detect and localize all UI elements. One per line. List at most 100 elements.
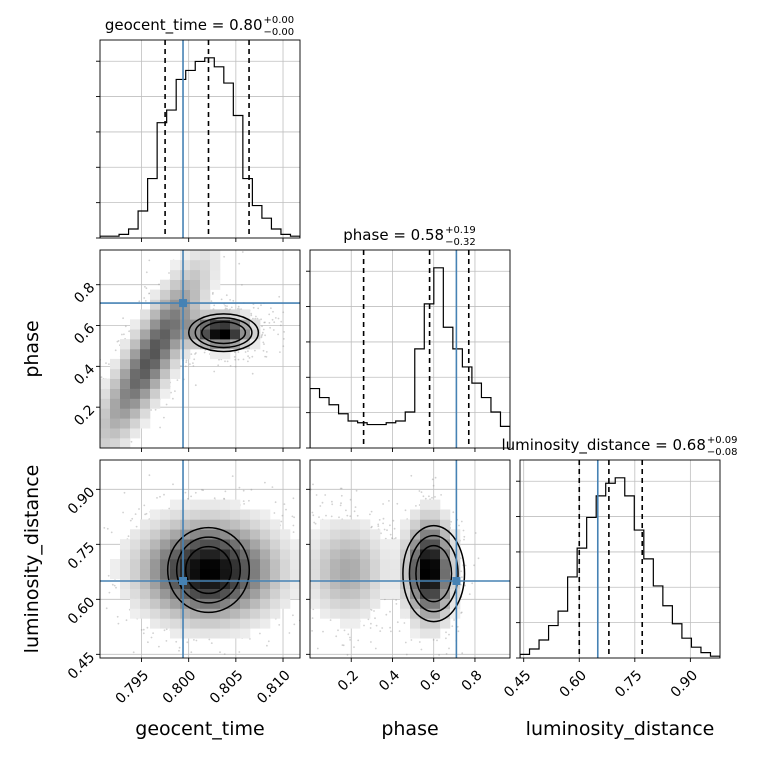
sample-point xyxy=(445,653,448,655)
density-cell xyxy=(170,509,181,520)
density-cell xyxy=(160,319,171,330)
density-cell xyxy=(160,349,171,360)
sample-point xyxy=(100,376,103,379)
density-cell xyxy=(240,628,251,639)
density-cell xyxy=(420,539,431,550)
density-cell xyxy=(330,519,341,530)
sample-point xyxy=(281,514,284,517)
sample-point xyxy=(230,306,233,309)
density-cell xyxy=(350,559,361,570)
density-cell xyxy=(180,549,191,560)
panel-geocent_time-geocent_time xyxy=(96,39,301,242)
sample-point xyxy=(379,630,382,632)
density-cell xyxy=(170,598,181,609)
sample-point xyxy=(174,390,176,392)
sample-point xyxy=(154,408,157,411)
density-cell xyxy=(160,608,171,619)
density-cell xyxy=(190,509,201,520)
density-cell xyxy=(200,259,211,271)
density-cell xyxy=(190,319,201,330)
sample-point xyxy=(373,610,375,612)
density-cell xyxy=(110,559,121,570)
density-cell xyxy=(230,329,241,340)
sample-point xyxy=(382,517,385,520)
density-cell xyxy=(250,608,261,619)
density-cell xyxy=(160,539,171,550)
sample-point xyxy=(194,384,197,387)
density-cell xyxy=(180,250,191,261)
density-cell xyxy=(240,309,251,320)
density-cell xyxy=(220,578,231,589)
density-cell xyxy=(320,529,331,540)
density-cell xyxy=(160,368,171,379)
density-grid xyxy=(310,499,461,639)
sample-point xyxy=(463,538,465,541)
contours xyxy=(188,313,260,353)
sample-point xyxy=(460,520,463,523)
density-cell xyxy=(320,588,331,599)
sample-point xyxy=(349,636,351,639)
density-cell xyxy=(240,608,251,619)
density-cell xyxy=(350,598,361,609)
density-cell xyxy=(140,349,151,360)
sample-point xyxy=(338,516,340,519)
density-cell xyxy=(170,559,181,570)
density-cell xyxy=(330,539,341,550)
density-cell xyxy=(360,598,371,609)
sample-point xyxy=(146,626,149,629)
sample-point xyxy=(347,633,350,636)
sample-point xyxy=(267,640,270,643)
sample-point xyxy=(178,649,180,652)
density-grid xyxy=(110,499,300,639)
density-cell xyxy=(220,539,231,550)
sample-point xyxy=(432,639,435,641)
density-cell xyxy=(170,349,181,360)
density-cell xyxy=(120,428,131,439)
density-cell xyxy=(330,578,341,589)
panel-background xyxy=(310,250,510,448)
density-cell xyxy=(130,428,141,439)
density-cell xyxy=(330,568,341,580)
density-cell xyxy=(170,519,181,530)
density-cell xyxy=(210,349,221,360)
density-cell xyxy=(340,618,351,629)
density-cell xyxy=(370,598,381,609)
density-cell xyxy=(290,588,300,599)
density-cell xyxy=(200,279,211,290)
density-cell xyxy=(240,529,251,540)
sample-point xyxy=(268,313,271,316)
density-cell xyxy=(220,519,231,530)
density-cell xyxy=(250,578,261,589)
sample-point xyxy=(394,537,397,539)
density-cell xyxy=(390,559,401,570)
sample-point xyxy=(165,628,168,631)
sample-point xyxy=(420,491,423,494)
density-cell xyxy=(420,549,431,560)
density-cell xyxy=(390,539,401,550)
sample-point xyxy=(386,529,388,532)
density-cell xyxy=(410,598,421,609)
sample-point xyxy=(353,646,355,648)
density-cell xyxy=(260,549,271,560)
sample-point xyxy=(210,300,213,302)
density-cell xyxy=(150,559,161,570)
density-cell xyxy=(350,539,361,550)
sample-point xyxy=(262,349,265,352)
sample-point xyxy=(163,629,166,632)
density-cell xyxy=(250,598,261,609)
density-cell xyxy=(340,588,351,599)
density-cell xyxy=(330,598,341,609)
sample-point xyxy=(129,519,132,522)
sample-point xyxy=(460,612,462,614)
density-cell xyxy=(400,598,411,609)
density-cell xyxy=(110,418,121,429)
sample-point xyxy=(264,481,266,484)
tick-marks xyxy=(516,480,691,662)
sample-point xyxy=(389,610,391,613)
density-cell xyxy=(210,568,221,580)
density-cell xyxy=(250,339,261,350)
density-cell xyxy=(160,279,171,290)
density-cell xyxy=(280,529,291,540)
sample-point xyxy=(211,293,214,295)
density-cell xyxy=(210,549,221,560)
